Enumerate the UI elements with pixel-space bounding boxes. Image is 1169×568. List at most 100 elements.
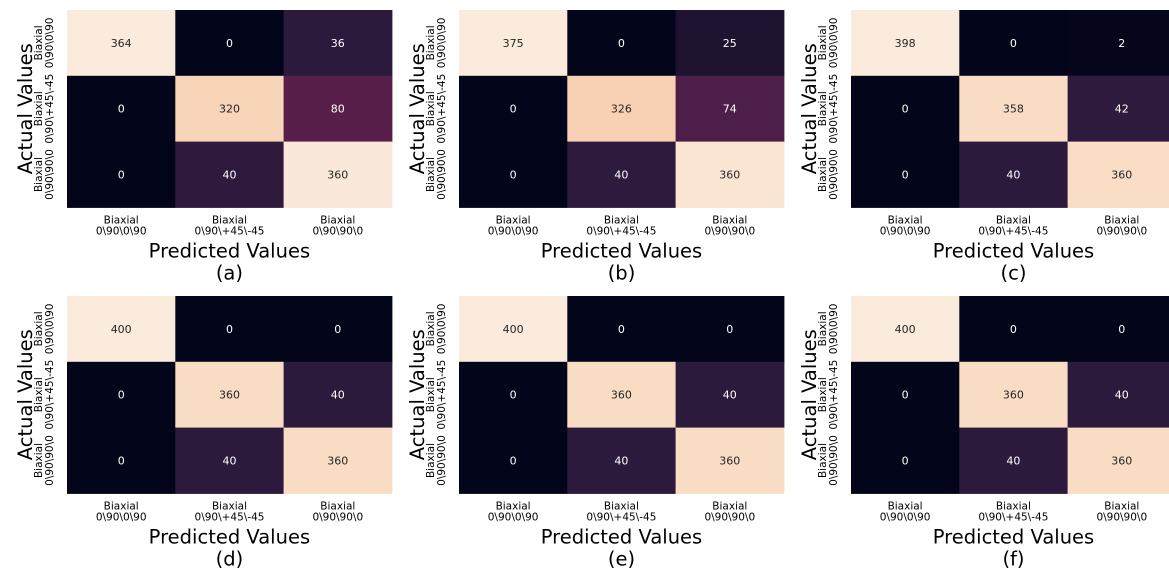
y-tick-label: Biaxial0\90\0\90	[33, 304, 56, 355]
heatmap-cell	[459, 10, 568, 77]
cell-value-label: 360	[611, 389, 632, 402]
heatmap-cell	[567, 361, 677, 429]
cell-value-label: 375	[503, 37, 524, 50]
y-tick-label: Biaxial0\90\90\0	[425, 149, 448, 200]
x-tick-label: Biaxial 0\90\90\0	[312, 214, 363, 237]
y-tick-label: Biaxial0\90\90\0	[33, 435, 56, 486]
cell-value-label: 0	[118, 389, 125, 402]
cell-value-label: 360	[327, 455, 348, 468]
cell-value-label: 0	[902, 455, 909, 468]
x-tick-label: Biaxial 0\90\0\90	[96, 500, 147, 523]
x-tick-label: Biaxial 0\90\90\0	[1096, 500, 1147, 523]
x-axis-title: Predicted Values	[149, 525, 310, 548]
cell-value-label: 364	[111, 37, 132, 50]
heatmap-cell	[175, 75, 285, 143]
cell-value-label: 360	[719, 455, 740, 468]
heatmap-cell	[67, 296, 176, 363]
cell-value-label: 40	[1006, 455, 1020, 468]
heatmap-cell	[175, 10, 285, 77]
heatmap-cell	[283, 296, 393, 363]
cell-value-label: 0	[902, 103, 909, 116]
cell-value-label: 0	[902, 389, 909, 402]
y-tick-label: Biaxial0\90\+45\-45	[425, 360, 448, 430]
cell-value-label: 40	[331, 389, 345, 402]
x-tick-label: Biaxial 0\90\+45\-45	[195, 214, 265, 237]
y-tick-label: Biaxial0\90\90\0	[425, 435, 448, 486]
cell-value-label: 400	[895, 323, 916, 336]
cell-value-label: 25	[723, 37, 737, 50]
cell-value-label: 40	[223, 455, 237, 468]
cell-value-label: 42	[1115, 103, 1129, 116]
x-tick-label: Biaxial 0\90\90\0	[704, 214, 755, 237]
heatmap-cell	[675, 427, 785, 494]
x-axis-title: Predicted Values	[933, 525, 1094, 548]
cell-value-label: 326	[611, 103, 632, 116]
cell-value-label: 320	[219, 103, 240, 116]
heatmap-cell	[459, 427, 568, 494]
cell-value-label: 36	[331, 37, 345, 50]
y-axis-title: Actual Values	[14, 43, 37, 174]
cell-value-label: 0	[334, 323, 341, 336]
y-tick-label: Biaxial0\90\+45\-45	[425, 74, 448, 144]
heatmap-cell	[567, 75, 677, 143]
cell-value-label: 0	[226, 37, 233, 50]
y-tick-label: Biaxial0\90\0\90	[817, 304, 840, 355]
heatmap-cell	[1067, 427, 1169, 494]
cell-value-label: 0	[510, 455, 517, 468]
cell-value-label: 0	[618, 323, 625, 336]
heatmap-cell	[959, 361, 1069, 429]
cell-value-label: 40	[223, 169, 237, 182]
y-tick-label: Biaxial0\90\+45\-45	[33, 74, 56, 144]
x-axis-title: Predicted Values	[541, 525, 702, 548]
y-axis-title: Actual Values	[14, 329, 37, 460]
x-tick-label: Biaxial 0\90\+45\-45	[978, 214, 1048, 237]
x-tick-label: Biaxial 0\90\+45\-45	[978, 500, 1048, 523]
cell-value-label: 80	[331, 103, 345, 116]
heatmap-cell	[851, 296, 960, 363]
cell-value-label: 360	[327, 169, 348, 182]
cell-value-label: 358	[1003, 103, 1024, 116]
cell-value-label: 40	[1006, 169, 1020, 182]
cell-value-label: 0	[726, 323, 733, 336]
x-tick-label: Biaxial 0\90\0\90	[96, 214, 147, 237]
heatmap-cell	[1067, 361, 1169, 429]
heatmap-cell	[67, 361, 176, 429]
heatmap-cell	[675, 141, 785, 208]
x-tick-label: Biaxial 0\90\+45\-45	[586, 500, 656, 523]
panel-label: (e)	[608, 547, 635, 568]
x-tick-label: Biaxial 0\90\90\0	[1096, 214, 1147, 237]
heatmap-cell	[959, 75, 1069, 143]
heatmap-cell	[567, 10, 677, 77]
cell-value-label: 360	[219, 389, 240, 402]
cell-value-label: 0	[1010, 323, 1017, 336]
confusion-matrix-panel: 375 0 25 0 326 74 0 40 360 Biaxial 0\90\0\90 Biaxia…	[406, 10, 785, 284]
cell-value-label: 400	[111, 323, 132, 336]
x-axis-title: Predicted Values	[933, 239, 1094, 262]
heatmap-cell	[959, 10, 1069, 77]
heatmap-cell	[175, 427, 285, 494]
heatmap-cell	[675, 296, 785, 363]
panel-label: (f)	[1002, 547, 1024, 568]
heatmap-cell	[459, 361, 568, 429]
y-tick-label: Biaxial0\90\0\90	[425, 304, 448, 355]
heatmap-cell	[459, 296, 568, 363]
cell-value-label: 360	[1003, 389, 1024, 402]
heatmap-cell	[959, 296, 1069, 363]
cell-value-label: 360	[1111, 455, 1132, 468]
heatmap-cell	[567, 427, 677, 494]
heatmap-cell	[283, 10, 393, 77]
heatmap-cell	[851, 427, 960, 494]
x-axis-title: Predicted Values	[149, 239, 310, 262]
panel-label: (a)	[216, 261, 243, 284]
cell-value-label: 40	[723, 389, 737, 402]
heatmap-cell	[675, 361, 785, 429]
heatmap-cell	[283, 75, 393, 143]
cell-value-label: 0	[1118, 323, 1125, 336]
y-tick-label: Biaxial0\90\+45\-45	[817, 74, 840, 144]
panel-label: (b)	[608, 261, 636, 284]
x-tick-label: Biaxial 0\90\90\0	[704, 500, 755, 523]
confusion-matrix-panel: 398 0 2 0 358 42 0 40 360 Biaxial 0\90\0\90 Biaxial…	[798, 10, 1169, 284]
